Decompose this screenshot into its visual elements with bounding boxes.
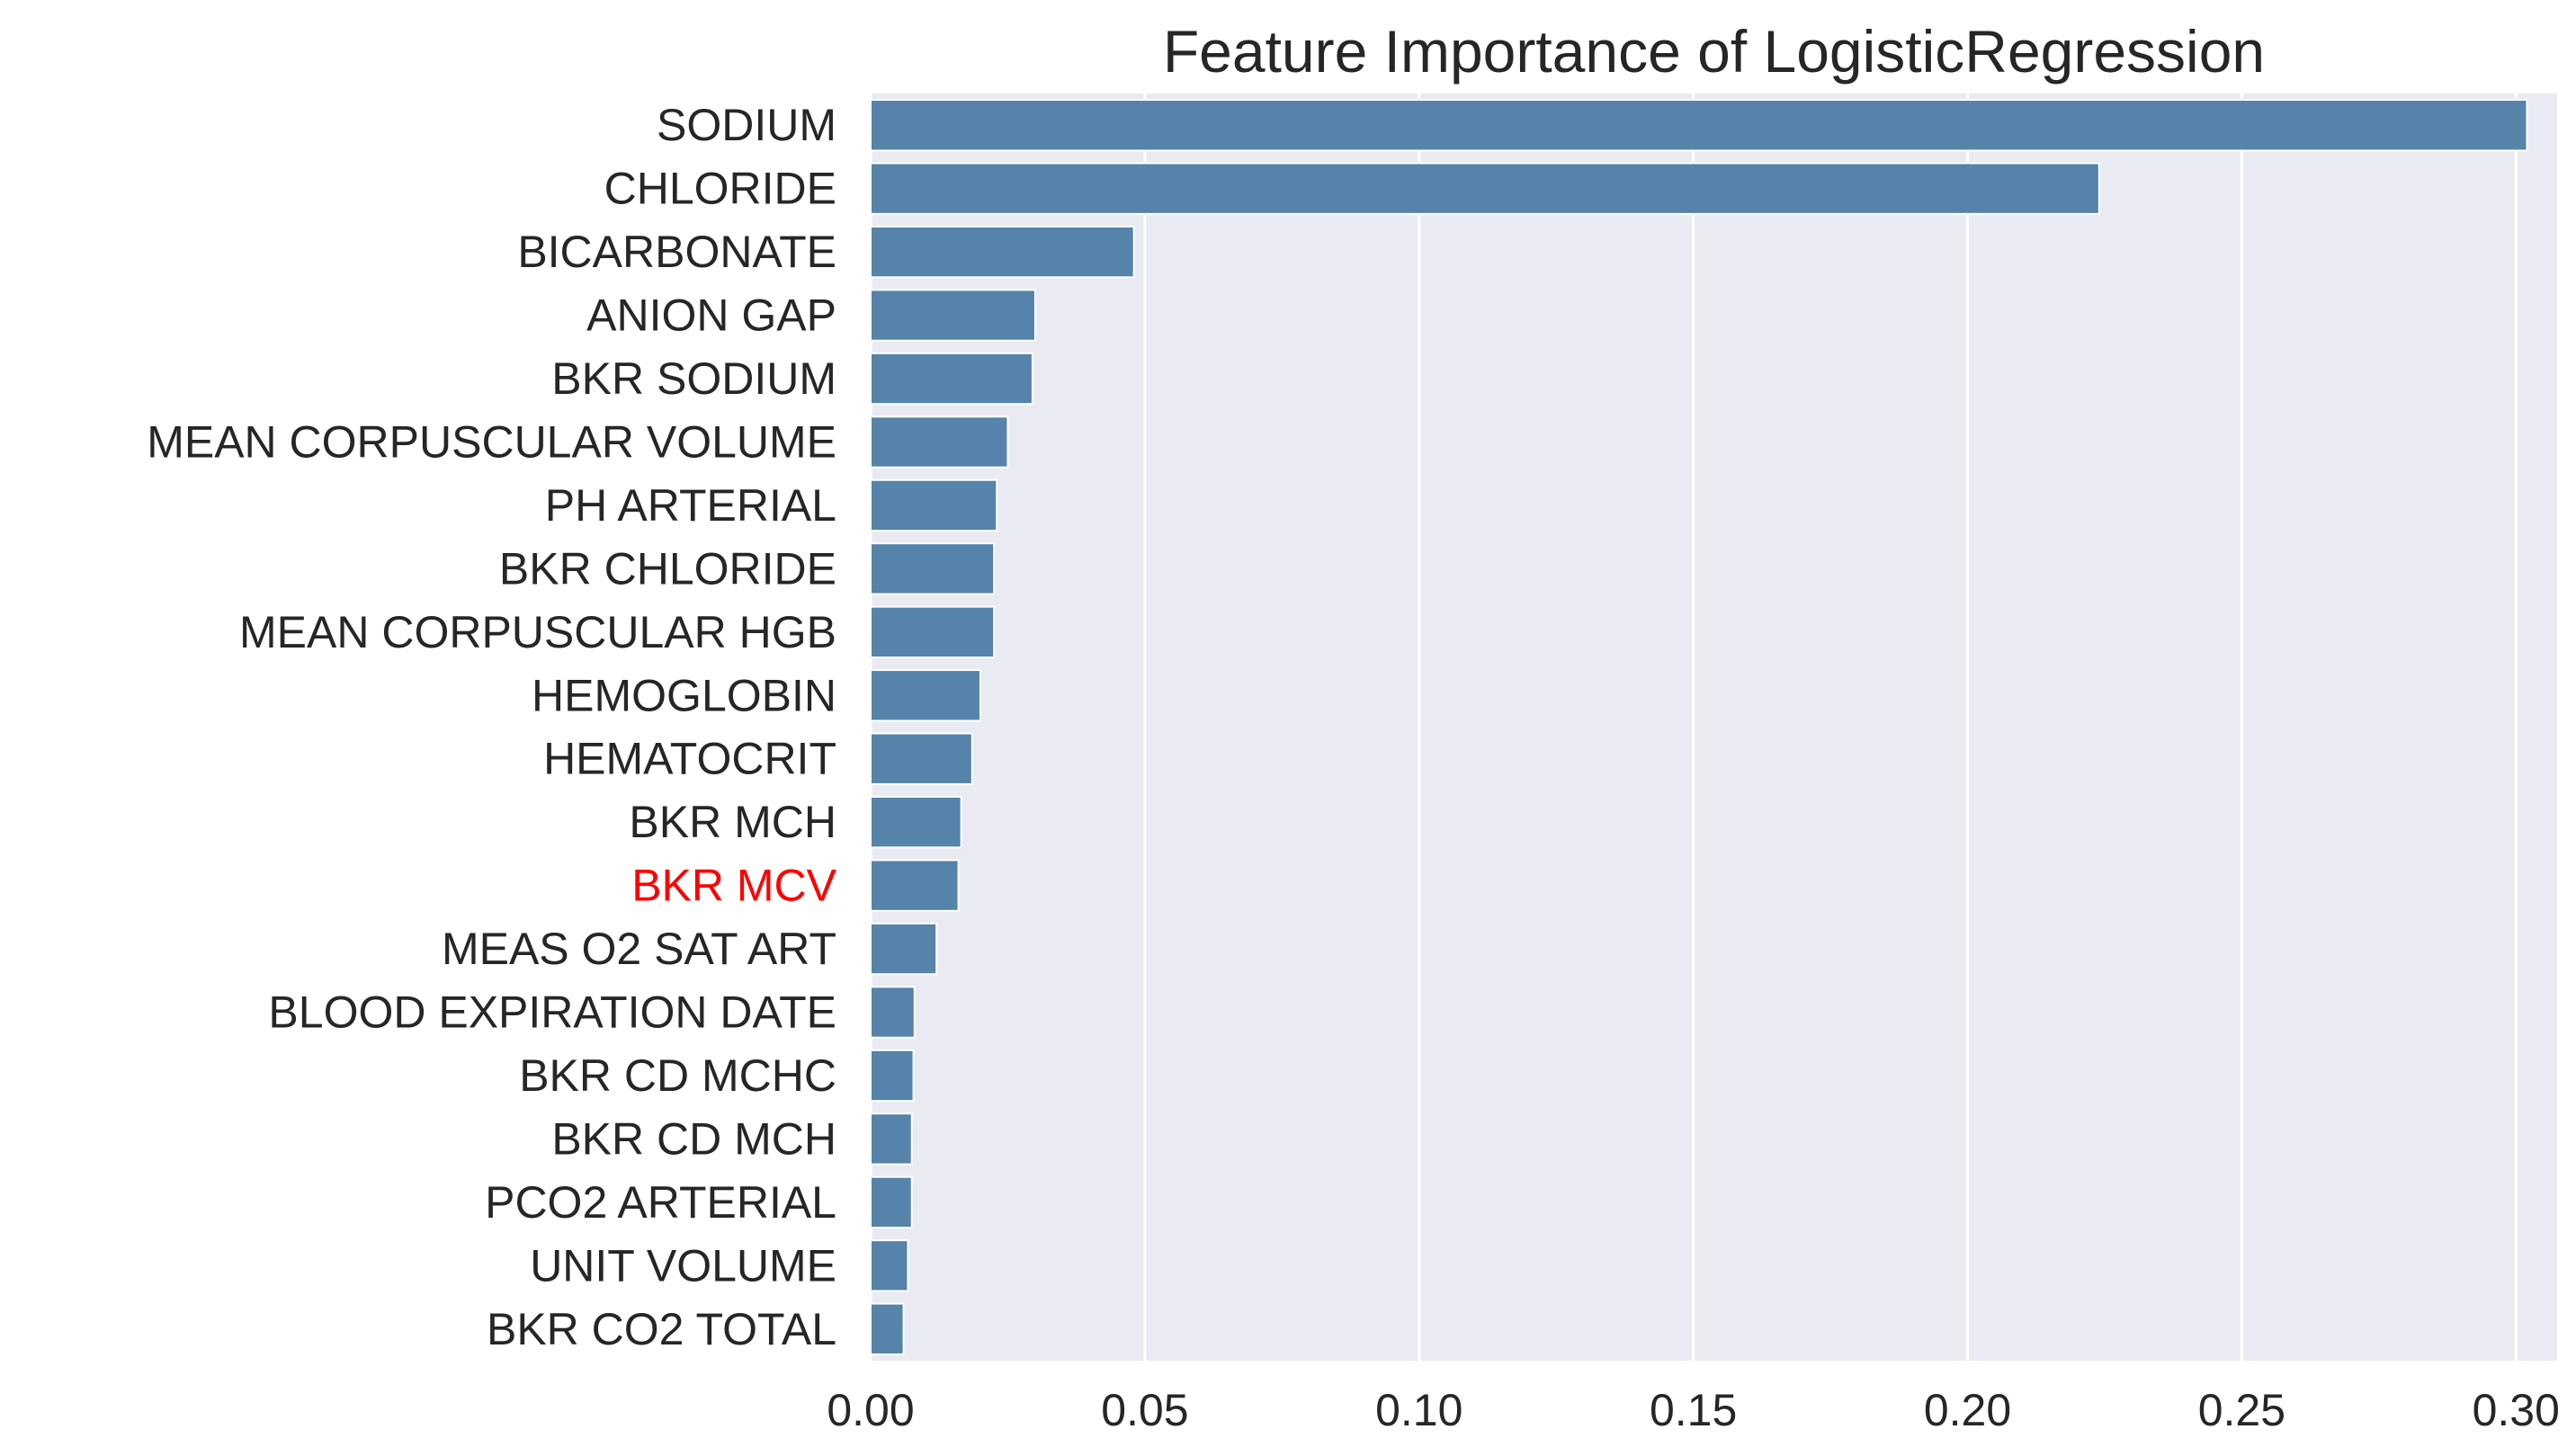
y-tick-label: HEMATOCRIT bbox=[543, 734, 836, 784]
bar-bkr-cd-mchc bbox=[870, 1049, 915, 1103]
y-tick-label: UNIT VOLUME bbox=[530, 1240, 836, 1291]
y-tick-label: ANION GAP bbox=[586, 290, 836, 341]
bar-bkr-sodium bbox=[870, 352, 1033, 406]
y-tick-label: PCO2 ARTERIAL bbox=[485, 1177, 836, 1228]
gridlines bbox=[869, 94, 2518, 1361]
bar-chloride bbox=[870, 162, 2100, 215]
y-tick-label: BKR SODIUM bbox=[551, 353, 836, 404]
y-tick-label: BKR CHLORIDE bbox=[499, 543, 836, 594]
bar-anion-gap bbox=[870, 289, 1036, 342]
y-tick-label: PH ARTERIAL bbox=[545, 480, 836, 531]
bar-hemoglobin bbox=[870, 669, 981, 722]
x-tick-label: 0.30 bbox=[2473, 1385, 2560, 1435]
y-tick-label: HEMOGLOBIN bbox=[532, 670, 836, 720]
plot-background bbox=[871, 94, 2557, 1361]
y-tick-label: BKR CO2 TOTAL bbox=[487, 1304, 836, 1354]
bar-bkr-chloride bbox=[870, 542, 996, 595]
x-tick-label: 0.10 bbox=[1375, 1385, 1462, 1435]
y-tick-label: BKR CD MCHC bbox=[519, 1050, 836, 1101]
x-tick-label: 0.15 bbox=[1650, 1385, 1737, 1435]
bars bbox=[870, 99, 2528, 1355]
bar-ph-arterial bbox=[870, 478, 998, 532]
chart-title: Feature Importance of LogisticRegression bbox=[1163, 18, 2265, 85]
y-tick-label: BKR MCH bbox=[629, 797, 836, 847]
bar-bkr-mch bbox=[870, 795, 962, 849]
y-tick-label: SODIUM bbox=[657, 100, 836, 150]
bar-sodium bbox=[870, 99, 2528, 152]
bar-meas-o2-sat-art bbox=[870, 922, 938, 976]
x-tick-label: 0.00 bbox=[827, 1385, 914, 1435]
y-tick-label: MEAS O2 SAT ART bbox=[442, 924, 836, 974]
bar-pco2-arterial bbox=[870, 1175, 913, 1229]
bar-bkr-co2-total bbox=[870, 1302, 905, 1355]
bar-blood-expiration-date bbox=[870, 986, 916, 1039]
x-tick-label: 0.05 bbox=[1101, 1385, 1188, 1435]
y-tick-label: MEAN CORPUSCULAR HGB bbox=[239, 607, 836, 657]
y-tick-label: BLOOD EXPIRATION DATE bbox=[268, 987, 836, 1038]
y-tick-label: BICARBONATE bbox=[517, 227, 836, 277]
bar-mean-corpuscular-hgb bbox=[870, 605, 996, 659]
y-tick-label: BKR MCV bbox=[631, 861, 836, 911]
bar-bicarbonate bbox=[870, 225, 1135, 279]
y-tick-label: CHLORIDE bbox=[604, 164, 836, 214]
bar-unit-volume bbox=[870, 1239, 909, 1292]
y-tick-label: MEAN CORPUSCULAR VOLUME bbox=[147, 416, 836, 467]
bar-bkr-mcv bbox=[870, 859, 960, 912]
bar-mean-corpuscular-volume bbox=[870, 415, 1009, 469]
bar-hematocrit bbox=[870, 732, 973, 785]
x-tick-labels: 0.00 0.05 0.10 0.15 0.20 0.25 0.30 bbox=[827, 1385, 2560, 1435]
bar-bkr-cd-mch bbox=[870, 1112, 913, 1166]
x-tick-label: 0.20 bbox=[1924, 1385, 2011, 1435]
x-tick-label: 0.25 bbox=[2198, 1385, 2285, 1435]
y-tick-label: BKR CD MCH bbox=[551, 1113, 836, 1164]
y-tick-labels: SODIUM CHLORIDE BICARBONATE ANION GAP BKR SO… bbox=[147, 100, 836, 1354]
